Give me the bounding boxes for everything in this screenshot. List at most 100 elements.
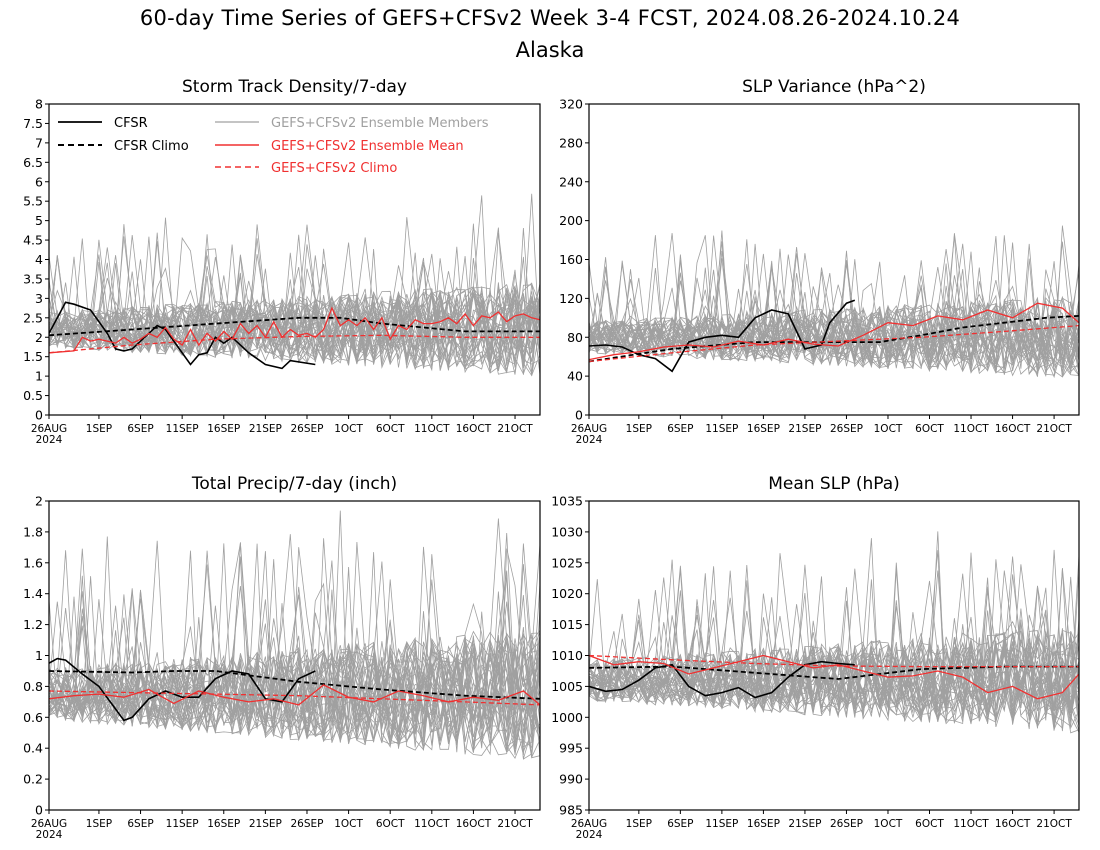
ensemble-mean-line <box>49 684 540 706</box>
y-tick-label: 0 <box>575 408 583 423</box>
ensemble-member-line <box>49 543 540 751</box>
y-tick-label: 985 <box>559 803 583 818</box>
x-tick-label: 6OCT <box>376 423 405 435</box>
y-tick-label: 1.8 <box>23 524 43 539</box>
ensemble-member-line <box>589 612 1079 724</box>
x-tick-label: 1SEP <box>86 423 112 435</box>
y-tick-label: 3 <box>35 291 43 306</box>
plot-area <box>589 531 1079 734</box>
ensemble-member-line <box>49 266 540 377</box>
x-tick-label: 6OCT <box>915 423 944 435</box>
chart-title: SLP Variance (hPa^2) <box>742 77 926 97</box>
legend-members-label: GEFS+CFSv2 Ensemble Members <box>271 116 489 131</box>
ensemble-mean-line <box>589 654 1079 700</box>
ensemble-member-line <box>589 531 1079 726</box>
x-year-label: 2024 <box>576 829 603 841</box>
y-tick-label: 0.6 <box>23 710 43 725</box>
x-tick-label: 21SEP <box>788 818 821 830</box>
y-tick-label: 0 <box>35 803 43 818</box>
y-tick-label: 1 <box>35 369 43 384</box>
x-tick-label: 16OCT <box>995 423 1031 435</box>
gefs-climo-line <box>589 654 1079 668</box>
y-tick-label: 200 <box>559 213 583 228</box>
gefs-climo-line <box>49 690 540 706</box>
x-tick-label: 16OCT <box>456 423 492 435</box>
x-tick-label: 16SEP <box>747 423 780 435</box>
ensemble-mean-line <box>49 306 540 354</box>
y-tick-label: 990 <box>559 772 583 787</box>
x-tick-label: 16OCT <box>456 818 492 830</box>
x-tick-label: 6SEP <box>667 423 693 435</box>
x-tick-label: 1SEP <box>86 818 112 830</box>
x-tick-label: 26SEP <box>290 423 323 435</box>
y-tick-label: 1.2 <box>23 617 43 632</box>
y-tick-label: 2 <box>35 494 43 509</box>
x-year-label: 2024 <box>36 434 63 446</box>
ensemble-member-line <box>49 536 540 748</box>
y-tick-label: 160 <box>559 252 583 267</box>
x-tick-label: 16SEP <box>207 423 240 435</box>
x-tick-label: 11OCT <box>953 818 989 830</box>
y-tick-label: 7 <box>35 135 43 150</box>
x-tick-label: 11SEP <box>166 818 199 830</box>
x-tick-label: 16OCT <box>995 818 1031 830</box>
x-tick-label: 26AUG <box>31 423 67 435</box>
x-tick-label: 11SEP <box>705 818 738 830</box>
ensemble-member-line <box>49 540 540 752</box>
y-tick-label: 4 <box>35 252 43 267</box>
ensemble-member-line <box>589 586 1079 728</box>
y-tick-label: 1030 <box>551 524 583 539</box>
x-tick-label: 26AUG <box>571 818 607 830</box>
y-tick-label: 1010 <box>551 648 583 663</box>
chart-title: Mean SLP (hPa) <box>768 474 900 494</box>
ensemble-member-line <box>589 538 1079 732</box>
x-tick-label: 1SEP <box>626 423 652 435</box>
gefs-climo-line <box>589 324 1079 363</box>
cfsr-climo-line <box>49 670 540 700</box>
x-tick-label: 21SEP <box>249 423 282 435</box>
x-tick-label: 11OCT <box>414 423 450 435</box>
y-tick-label: 1015 <box>551 617 583 632</box>
y-tick-label: 1025 <box>551 555 583 570</box>
y-tick-label: 8 <box>35 97 43 112</box>
panel-storm-track-density: Storm Track Density/7-day 0 0.5 1 1.5 2 2.5 3 3.… <box>23 77 541 446</box>
y-tick-label: 1035 <box>551 494 583 509</box>
y-tick-label: 240 <box>559 174 583 189</box>
x-tick-label: 26AUG <box>31 818 67 830</box>
x-tick-label: 21OCT <box>1036 423 1072 435</box>
y-tick-label: 320 <box>559 97 583 112</box>
y-tick-label: 2.5 <box>23 310 43 325</box>
x-tick-label: 26AUG <box>571 423 607 435</box>
y-tick-label: 0.5 <box>23 388 43 403</box>
y-tick-label: 0 <box>35 408 43 423</box>
panel-mean-slp: Mean SLP (hPa) 985 990 995 1000 1005 1010 1015 1… <box>551 474 1080 841</box>
y-tick-label: 80 <box>567 330 583 345</box>
legend: CFSR CFSR Climo GEFS+CFSv2 Ensemble Member… <box>58 116 489 176</box>
ensemble-member-line <box>589 258 1079 374</box>
panel-total-precip: Total Precip/7-day (inch)00.20.40.60.811… <box>23 474 541 841</box>
y-tick-label: 1000 <box>551 710 583 725</box>
x-year-label: 2024 <box>36 829 63 841</box>
y-tick-label: 0.2 <box>23 772 43 787</box>
y-tick-label: 6 <box>35 174 43 189</box>
x-tick-label: 21OCT <box>497 423 533 435</box>
y-tick-label: 4.5 <box>23 233 43 248</box>
x-tick-label: 26SEP <box>830 423 863 435</box>
y-tick-label: 6.5 <box>23 155 43 170</box>
page-title: 60-day Time Series of GEFS+CFSv2 Week 3-… <box>139 6 961 30</box>
legend-gefs-climo-label: GEFS+CFSv2 Climo <box>271 161 397 176</box>
ensemble-member-line <box>49 241 540 376</box>
x-tick-label: 21SEP <box>788 423 821 435</box>
x-tick-label: 21OCT <box>497 818 533 830</box>
y-tick-label: 0.4 <box>23 741 43 756</box>
y-tick-label: 40 <box>567 369 583 384</box>
x-tick-label: 1OCT <box>874 423 903 435</box>
y-tick-label: 5.5 <box>23 194 43 209</box>
ensemble-member-line <box>589 617 1079 724</box>
ensemble-member-line <box>49 246 540 371</box>
x-tick-label: 21OCT <box>1036 818 1072 830</box>
ensemble-member-line <box>589 556 1079 723</box>
legend-ens-mean-label: GEFS+CFSv2 Ensemble Mean <box>271 139 464 154</box>
ensemble-member-line <box>589 242 1079 370</box>
